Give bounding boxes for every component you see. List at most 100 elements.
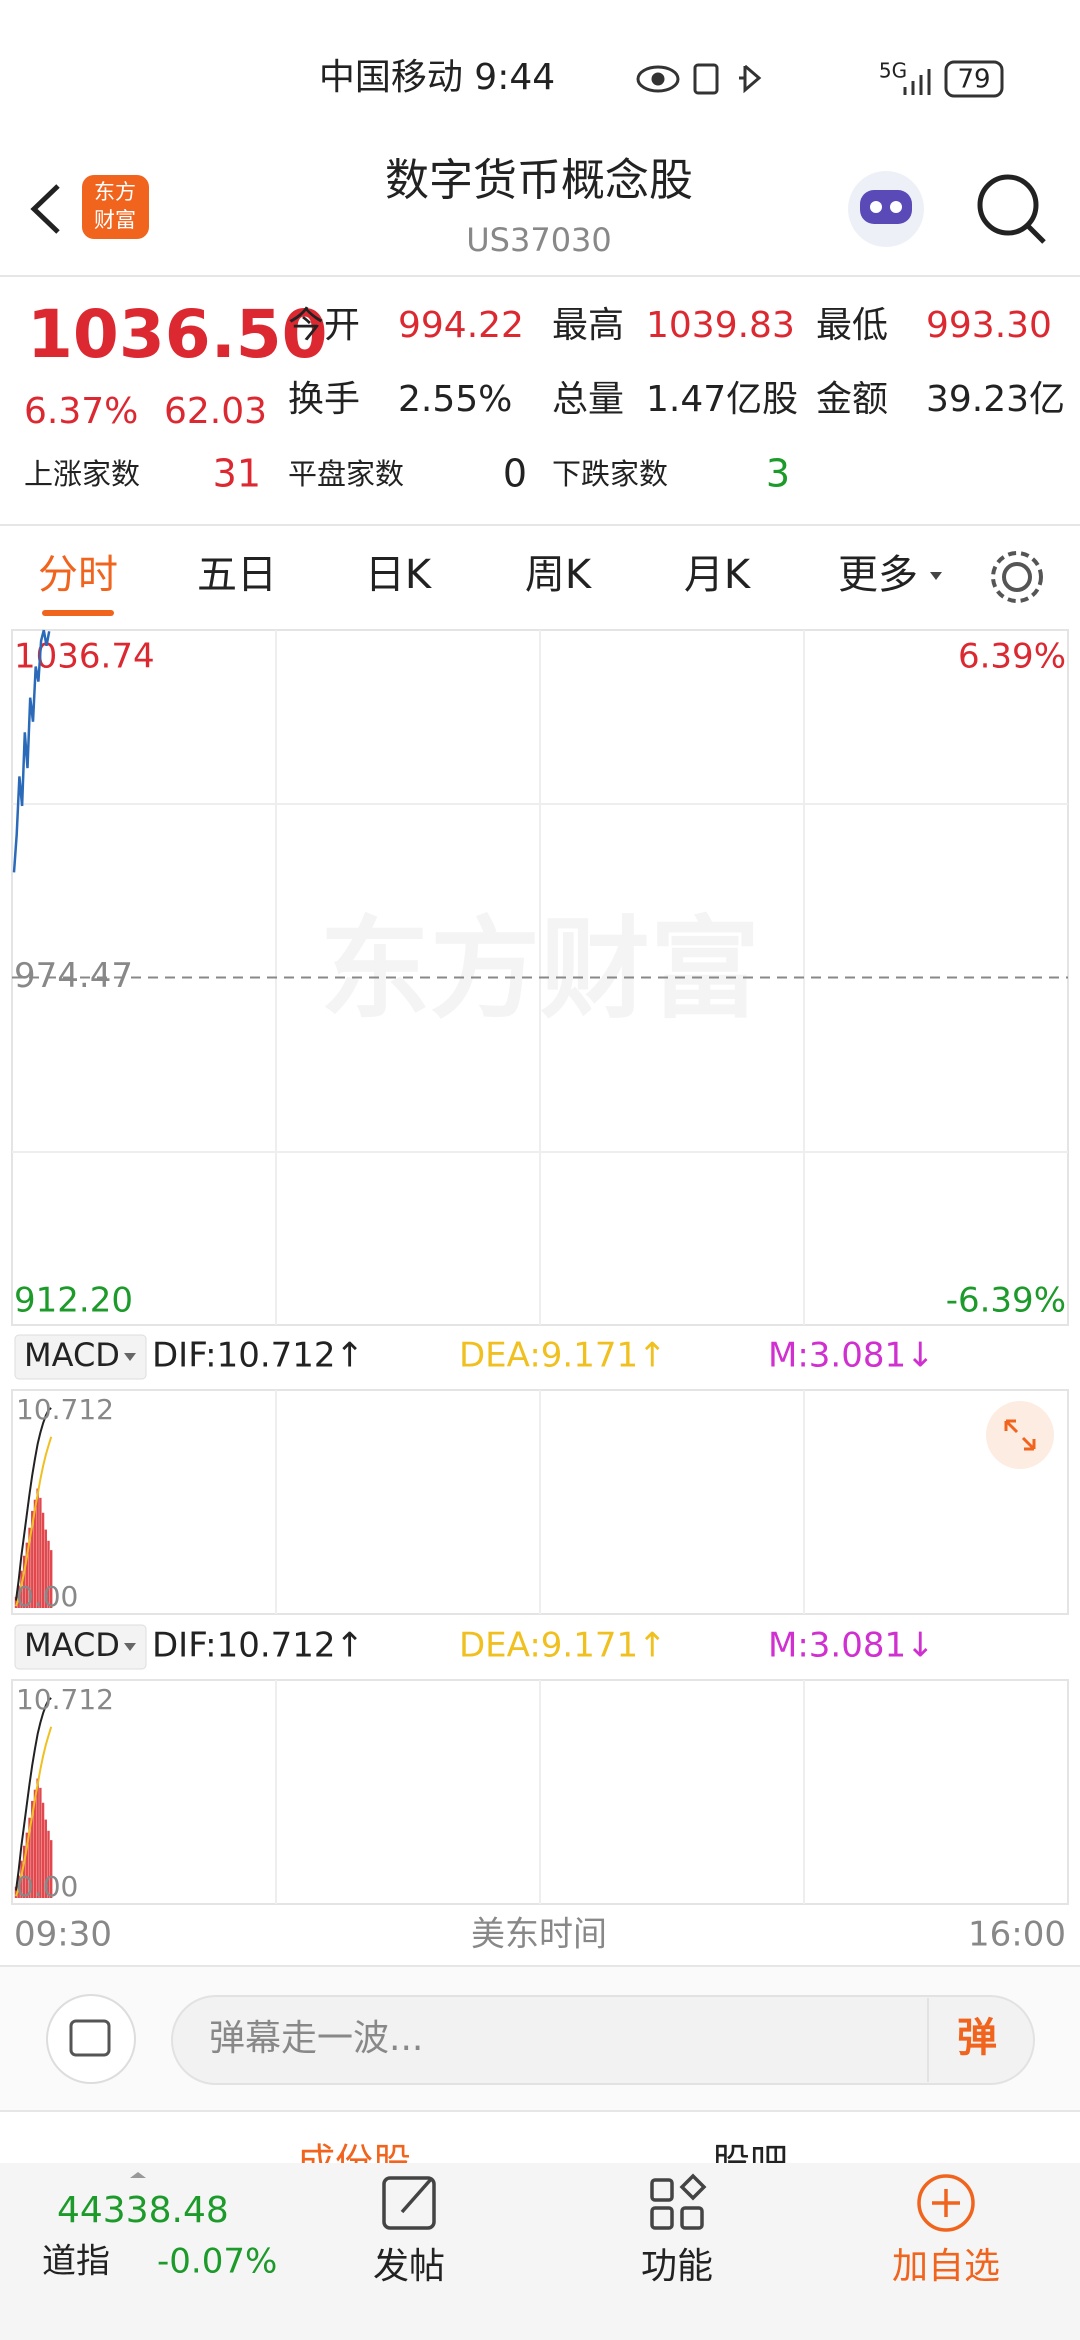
macd-bar bbox=[36, 1488, 39, 1608]
comment-input[interactable] bbox=[171, 1995, 1035, 2085]
change-pct: 6.37% bbox=[24, 391, 138, 432]
macd-scale-label: 10.712 bbox=[16, 1683, 114, 1716]
dea-line bbox=[15, 1436, 53, 1607]
macd-dea: DEA:9.171↑ bbox=[459, 1336, 667, 1376]
field-label: 最高 bbox=[552, 305, 624, 346]
dea-line bbox=[15, 1726, 53, 1897]
index-change: -0.07% bbox=[157, 2242, 277, 2282]
macd-bar bbox=[28, 1527, 31, 1608]
comment-placeholder: 弹幕走一波... bbox=[209, 2018, 423, 2059]
search-button[interactable] bbox=[977, 174, 1046, 244]
macd-dea: DEA:9.171↑ bbox=[459, 1626, 667, 1666]
tab[interactable]: 日K bbox=[365, 552, 433, 598]
macd-bar bbox=[41, 1512, 45, 1608]
nav-icons bbox=[382, 2173, 975, 2232]
status-icons bbox=[636, 63, 931, 95]
stock-code: US37030 bbox=[466, 221, 612, 259]
macd-bar bbox=[47, 1830, 50, 1898]
breadth-label: 平盘家数 bbox=[288, 457, 404, 491]
field-label: 总量 bbox=[552, 379, 624, 420]
nav-action[interactable]: 功能 bbox=[641, 2246, 713, 2287]
macd-scale-label: 10.712 bbox=[16, 1393, 114, 1426]
field-label: 最低 bbox=[816, 305, 888, 346]
watermark: 东方财富 bbox=[320, 905, 760, 1033]
macd-bar bbox=[36, 1778, 39, 1898]
nav-action[interactable]: 加自选 bbox=[892, 2246, 1000, 2287]
breadth-value: 0 bbox=[503, 452, 527, 496]
expand-arrow[interactable] bbox=[130, 2172, 146, 2178]
macd-bar bbox=[33, 1499, 37, 1608]
index-name: 道指 bbox=[42, 2242, 110, 2282]
expand-button[interactable] bbox=[986, 1401, 1054, 1469]
field-label: 换手 bbox=[288, 379, 360, 420]
time-label: 16:00 bbox=[968, 1915, 1066, 1955]
macd-name: MACD bbox=[24, 1336, 120, 1374]
field-value: 2.55% bbox=[398, 379, 512, 420]
macd-bar bbox=[41, 1802, 45, 1898]
macd-bar bbox=[47, 1540, 50, 1608]
logo-text: 财富 bbox=[94, 208, 136, 232]
settings-button[interactable] bbox=[991, 551, 1043, 603]
dropdown-arrow bbox=[124, 1353, 136, 1361]
macd-m: M:3.081↓ bbox=[768, 1626, 935, 1666]
macd-bar bbox=[31, 1800, 34, 1898]
field-value: 993.30 bbox=[926, 305, 1052, 346]
tab[interactable]: 周K bbox=[525, 552, 593, 598]
macd-bar bbox=[50, 1550, 53, 1608]
macd-scale-label: 0.00 bbox=[16, 1580, 78, 1613]
breadth-value: 3 bbox=[766, 452, 790, 496]
macd-bar bbox=[44, 1529, 47, 1608]
macd-name: MACD bbox=[24, 1626, 120, 1664]
app-logo[interactable] bbox=[82, 175, 149, 239]
tab[interactable]: 分时 bbox=[38, 552, 118, 598]
bottom-nav bbox=[0, 2163, 1080, 2340]
pct-axis-label: 6.39% bbox=[958, 637, 1066, 677]
macd-scale-label: 0.00 bbox=[16, 1870, 78, 1903]
macd-bar bbox=[14, 1596, 18, 1608]
last-price: 1036.50 bbox=[27, 296, 328, 373]
field-label: 今开 bbox=[288, 305, 360, 346]
dropdown-arrow bbox=[124, 1643, 136, 1651]
breadth-label: 上涨家数 bbox=[24, 457, 140, 491]
macd-selector[interactable] bbox=[14, 1334, 147, 1380]
macd-m: M:3.081↓ bbox=[768, 1336, 935, 1376]
field-label: 金额 bbox=[816, 379, 888, 420]
comment-list-button[interactable] bbox=[46, 1994, 136, 2084]
logo-text: 东方 bbox=[94, 180, 136, 204]
macd-bar bbox=[50, 1840, 53, 1898]
time-label: 美东时间 bbox=[471, 1915, 607, 1955]
dif-line bbox=[15, 1407, 52, 1601]
macd-bar bbox=[22, 1555, 26, 1608]
macd-bar bbox=[39, 1787, 42, 1898]
macd-bar bbox=[44, 1819, 47, 1898]
pct-axis-label: -6.39% bbox=[946, 1281, 1066, 1321]
dif-line bbox=[15, 1697, 52, 1891]
nav-action[interactable]: 发帖 bbox=[373, 2246, 445, 2287]
battery-icon bbox=[944, 60, 1004, 98]
time-label: 09:30 bbox=[14, 1915, 112, 1955]
macd-dif: DIF:10.712↑ bbox=[152, 1626, 364, 1666]
danmaku-button[interactable]: 弹 bbox=[957, 2015, 997, 2061]
tab[interactable]: 五日 bbox=[197, 552, 277, 598]
macd-bar bbox=[31, 1510, 34, 1608]
macd-selector[interactable] bbox=[14, 1624, 147, 1670]
assistant-avatar[interactable] bbox=[848, 171, 924, 247]
status-battery: 79 bbox=[957, 65, 990, 95]
price-axis-label: 974.47 bbox=[14, 956, 133, 996]
breadth-label: 下跌家数 bbox=[552, 457, 668, 491]
macd-bar bbox=[22, 1845, 26, 1898]
macd-bar bbox=[25, 1832, 29, 1898]
macd-bar bbox=[28, 1817, 31, 1898]
macd-bar bbox=[25, 1542, 29, 1608]
field-value: 1.47亿股 bbox=[646, 379, 798, 420]
macd-bar bbox=[14, 1886, 18, 1898]
field-value: 1039.83 bbox=[646, 305, 795, 346]
field-value: 994.22 bbox=[398, 305, 524, 346]
tab[interactable]: 月K bbox=[684, 552, 752, 598]
status-carrier-time: 中国移动 9:44 bbox=[319, 57, 555, 98]
back-button[interactable] bbox=[30, 184, 60, 234]
macd-dif: DIF:10.712↑ bbox=[152, 1336, 364, 1376]
tab[interactable]: 更多 bbox=[838, 552, 918, 598]
price-line bbox=[12, 629, 51, 873]
